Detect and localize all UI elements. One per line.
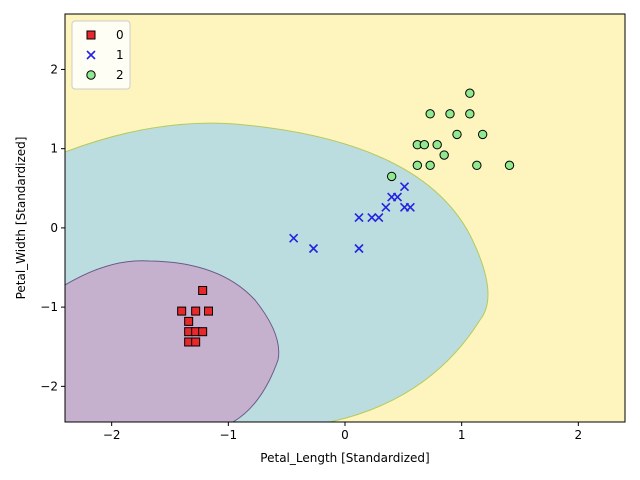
data-point-class-2 [425,160,435,171]
decision-regions [65,14,625,422]
data-point-class-1 [308,243,319,254]
data-point-class-0 [184,316,194,326]
data-point-class-1 [374,213,384,223]
data-point-class-1 [289,233,299,243]
data-point-class-2 [504,160,515,171]
x-tick-label: 2 [575,428,583,442]
x-tick-label: −2 [103,428,121,442]
x-tick-label: 0 [341,428,349,442]
scatter-points [177,88,515,347]
data-point-class-0 [177,306,187,316]
x-tick-label: −1 [219,428,237,442]
y-tick-label: −1 [40,300,58,314]
data-point-class-1 [405,202,415,212]
y-axis-label: Petal_Width [Standardized] [14,137,28,300]
y-tick-label: 0 [50,221,58,235]
data-point-class-2 [432,140,442,150]
data-point-class-0 [204,306,213,316]
data-point-class-2 [465,109,475,119]
data-point-class-0 [191,337,201,347]
data-point-class-2 [419,140,430,150]
data-point-class-1 [367,213,377,223]
x-axis-label: Petal_Length [Standardized] [260,451,429,465]
legend-label: 0 [116,28,124,42]
data-point-class-2 [445,109,455,119]
y-tick-label: −2 [40,379,58,393]
data-point-class-1 [354,213,364,223]
legend: 0 1 2 [71,20,131,90]
data-point-class-0 [191,306,201,316]
data-point-class-2 [412,160,423,171]
legend-marker-2 [86,70,96,80]
data-point-class-2 [465,88,475,98]
data-point-class-1 [354,243,364,254]
data-point-class-2 [477,129,488,140]
legend-marker-0 [86,30,96,40]
y-tick-label: 2 [50,62,58,76]
data-point-class-2 [386,171,397,182]
data-point-class-1 [392,192,403,202]
legend-label: 1 [116,48,124,62]
data-point-class-2 [439,150,449,160]
x-axis-ticks: −2 −1 0 1 2 [103,422,582,442]
data-point-class-1 [399,182,410,192]
data-point-class-2 [472,160,482,171]
legend-label: 2 [116,68,124,82]
legend-marker-1 [86,50,96,60]
decision-region-class-0 [65,260,280,422]
data-point-class-2 [452,129,462,140]
y-axis-ticks: −2 −1 0 1 2 [40,62,65,393]
data-point-class-1 [381,202,391,212]
x-tick-label: 1 [458,428,466,442]
y-tick-label: 1 [50,142,58,156]
data-point-class-0 [198,327,208,337]
data-point-class-0 [198,285,208,295]
data-point-class-2 [425,109,435,119]
